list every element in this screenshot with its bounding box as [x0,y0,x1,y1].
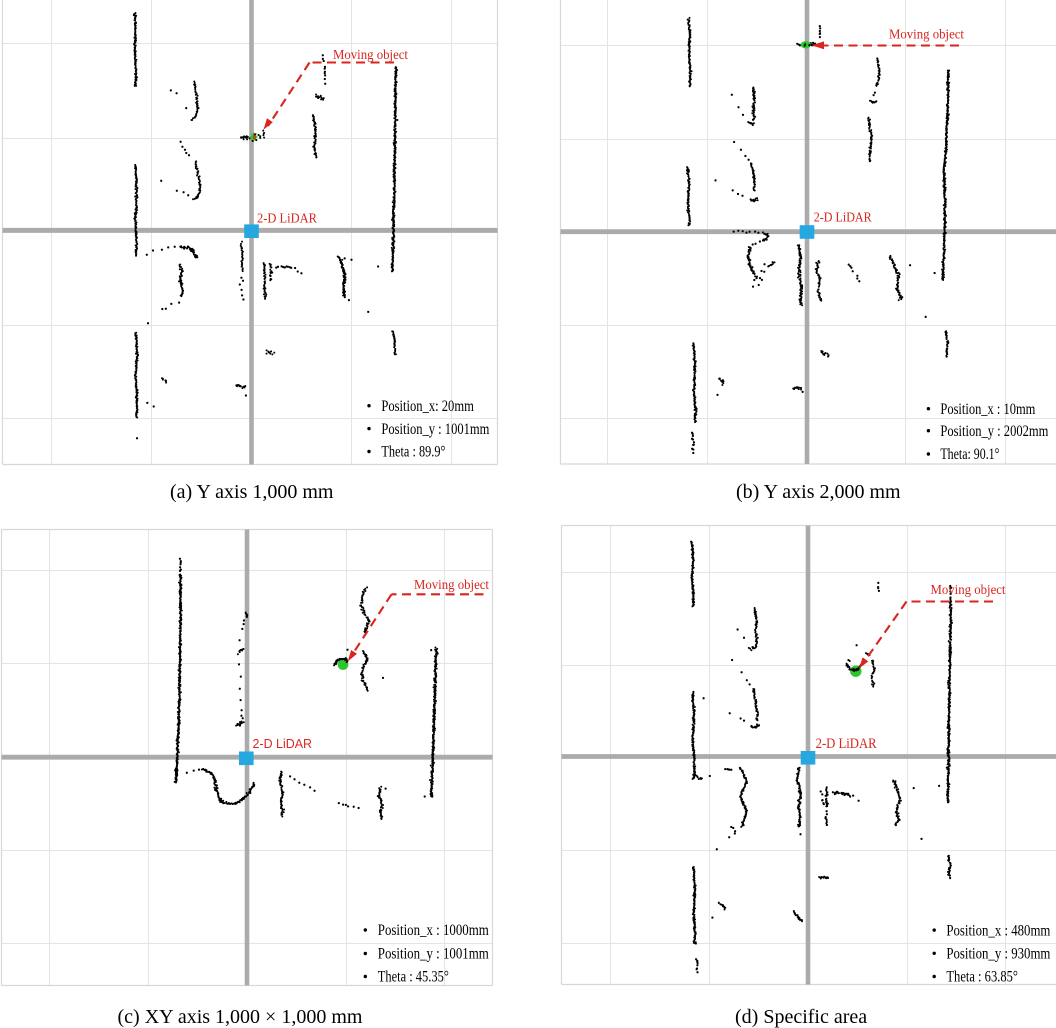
svg-text:Position_x : 1000mm: Position_x : 1000mm [378,922,489,939]
svg-text:Position_y : 930mm: Position_y : 930mm [946,946,1050,963]
svg-text:Moving object: Moving object [931,582,1006,597]
svg-text:Position_y : 2002mm: Position_y : 2002mm [940,423,1048,440]
svg-text:Moving object: Moving object [414,577,489,592]
svg-text:Position_y : 1001mm: Position_y : 1001mm [381,421,489,438]
svg-text:Position_x: 20mm: Position_x: 20mm [381,398,474,415]
svg-text:2-D LiDAR: 2-D LiDAR [253,736,313,751]
svg-text:Theta: 90.1°: Theta: 90.1° [940,446,999,463]
svg-text:Theta : 89.9°: Theta : 89.9° [381,444,445,461]
svg-text:Position_x : 10mm: Position_x : 10mm [940,401,1035,418]
svg-text:Moving object: Moving object [889,27,964,42]
svg-text:Theta : 63.85°: Theta : 63.85° [946,969,1018,986]
svg-text:Position_x : 480mm: Position_x : 480mm [946,922,1050,939]
svg-text:Theta : 45.35°: Theta : 45.35° [378,969,449,986]
svg-text:Position_y : 1001mm: Position_y : 1001mm [378,946,489,963]
svg-text:(d) Specific area: (d) Specific area [735,1006,867,1028]
svg-text:(c) XY axis 1,000 × 1,000 mm: (c) XY axis 1,000 × 1,000 mm [118,1006,363,1028]
svg-text:(a) Y axis 1,000 mm: (a) Y axis 1,000 mm [170,481,334,503]
svg-text:2-D LiDAR: 2-D LiDAR [257,212,318,227]
svg-text:2-D LiDAR: 2-D LiDAR [816,736,877,752]
svg-text:2-D LiDAR: 2-D LiDAR [814,210,873,225]
svg-text:Moving object: Moving object [333,47,408,62]
svg-text:(b) Y axis 2,000 mm: (b) Y axis 2,000 mm [736,481,901,503]
